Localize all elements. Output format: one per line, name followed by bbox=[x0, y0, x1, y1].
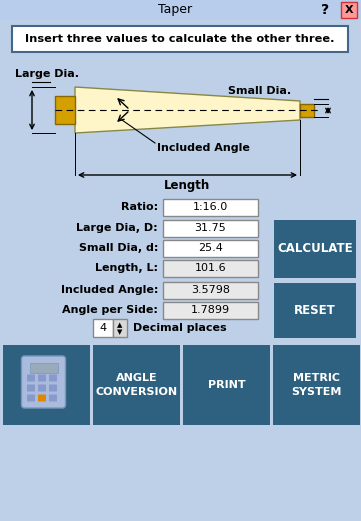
Text: Included Angle:: Included Angle: bbox=[61, 285, 158, 295]
FancyBboxPatch shape bbox=[38, 375, 46, 381]
Text: Length: Length bbox=[164, 179, 210, 192]
FancyBboxPatch shape bbox=[22, 356, 65, 408]
FancyBboxPatch shape bbox=[38, 384, 46, 391]
FancyBboxPatch shape bbox=[27, 384, 35, 391]
Text: ▼: ▼ bbox=[117, 329, 123, 335]
Text: Angle per Side:: Angle per Side: bbox=[62, 305, 158, 315]
FancyBboxPatch shape bbox=[113, 319, 127, 337]
Text: ▲: ▲ bbox=[117, 322, 123, 328]
Text: 4: 4 bbox=[99, 323, 106, 333]
Text: Small Dia.: Small Dia. bbox=[228, 86, 291, 96]
FancyBboxPatch shape bbox=[163, 199, 258, 216]
FancyBboxPatch shape bbox=[273, 345, 360, 425]
Text: 1.7899: 1.7899 bbox=[191, 305, 230, 315]
Text: RESET: RESET bbox=[294, 304, 336, 317]
FancyBboxPatch shape bbox=[49, 375, 57, 381]
Text: 25.4: 25.4 bbox=[198, 243, 223, 253]
Text: Decimal places: Decimal places bbox=[133, 323, 227, 333]
FancyBboxPatch shape bbox=[0, 0, 361, 20]
Text: Included Angle: Included Angle bbox=[157, 143, 250, 153]
FancyBboxPatch shape bbox=[49, 394, 57, 402]
Text: X: X bbox=[345, 5, 353, 15]
FancyBboxPatch shape bbox=[183, 345, 270, 425]
FancyBboxPatch shape bbox=[12, 26, 348, 52]
FancyBboxPatch shape bbox=[27, 394, 35, 402]
FancyBboxPatch shape bbox=[93, 319, 113, 337]
FancyBboxPatch shape bbox=[38, 394, 46, 402]
FancyBboxPatch shape bbox=[163, 260, 258, 277]
FancyBboxPatch shape bbox=[3, 345, 90, 425]
FancyBboxPatch shape bbox=[93, 345, 180, 425]
FancyBboxPatch shape bbox=[27, 375, 35, 381]
Text: CALCULATE: CALCULATE bbox=[277, 242, 353, 255]
Text: METRIC
SYSTEM: METRIC SYSTEM bbox=[291, 373, 342, 397]
FancyBboxPatch shape bbox=[55, 96, 75, 124]
FancyBboxPatch shape bbox=[341, 2, 357, 18]
Text: Taper: Taper bbox=[158, 4, 192, 17]
FancyBboxPatch shape bbox=[163, 220, 258, 237]
Text: Insert three values to calculate the other three.: Insert three values to calculate the oth… bbox=[25, 34, 335, 44]
FancyBboxPatch shape bbox=[300, 104, 314, 117]
FancyBboxPatch shape bbox=[163, 282, 258, 299]
Text: ANGLE
CONVERSION: ANGLE CONVERSION bbox=[95, 373, 178, 397]
Text: ?: ? bbox=[321, 3, 329, 17]
Text: 3.5798: 3.5798 bbox=[191, 285, 230, 295]
Text: Length, L:: Length, L: bbox=[95, 263, 158, 273]
Polygon shape bbox=[75, 87, 300, 133]
Text: Small Dia, d:: Small Dia, d: bbox=[79, 243, 158, 253]
FancyBboxPatch shape bbox=[163, 302, 258, 319]
Text: Ratio:: Ratio: bbox=[121, 202, 158, 212]
FancyBboxPatch shape bbox=[163, 240, 258, 257]
Text: PRINT: PRINT bbox=[208, 380, 245, 390]
FancyBboxPatch shape bbox=[30, 363, 57, 373]
Text: Large Dia, D:: Large Dia, D: bbox=[77, 223, 158, 233]
Text: 1:16.0: 1:16.0 bbox=[193, 202, 228, 212]
Text: Large Dia.: Large Dia. bbox=[15, 69, 79, 79]
FancyBboxPatch shape bbox=[49, 384, 57, 391]
FancyBboxPatch shape bbox=[274, 283, 356, 338]
Text: 31.75: 31.75 bbox=[195, 223, 226, 233]
FancyBboxPatch shape bbox=[274, 220, 356, 278]
Text: 101.6: 101.6 bbox=[195, 263, 226, 273]
